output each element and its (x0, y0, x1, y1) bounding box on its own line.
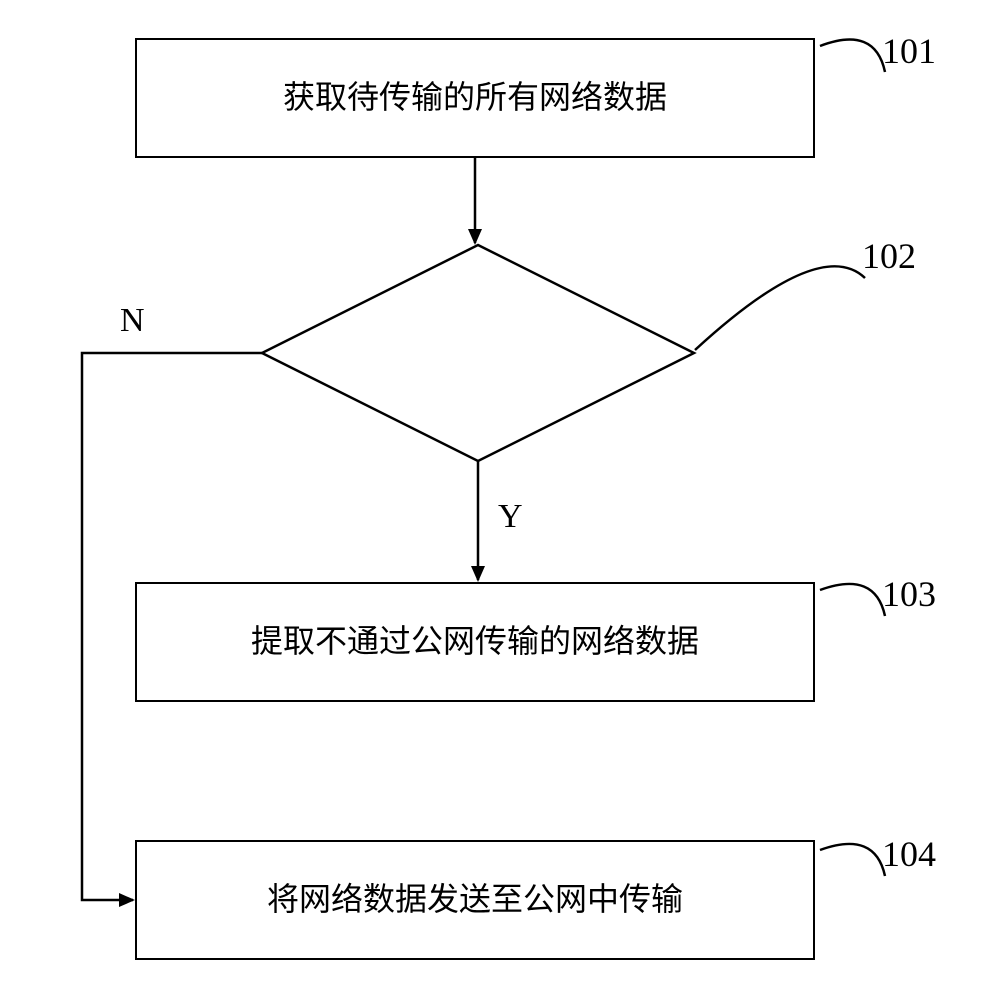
edge-label-n: N (120, 302, 145, 340)
node-103: 提取不通过公网传输的网络数据 (135, 582, 815, 702)
node-104-text: 将网络数据发送至公网中传输 (267, 879, 683, 921)
node-101-text: 获取待传输的所有网络数据 (283, 77, 667, 119)
node-101: 获取待传输的所有网络数据 (135, 38, 815, 158)
leader-104 (820, 844, 885, 876)
leader-102 (695, 266, 865, 350)
node-102-text-line2: 传输的网络数据 (366, 356, 590, 392)
node-103-text: 提取不通过公网传输的网络数据 (251, 621, 699, 663)
flowchart-canvas: 获取待传输的所有网络数据 101 包括不通过公网 传输的网络数据 102 提取不… (0, 0, 988, 1000)
edge-label-y: Y (498, 498, 523, 536)
node-104-label: 104 (882, 833, 936, 875)
node-102-text-line1: 包括不通过公网 (366, 313, 590, 349)
node-102-text: 包括不通过公网 传输的网络数据 (262, 245, 694, 461)
node-103-label: 103 (882, 573, 936, 615)
leader-101 (820, 40, 885, 72)
node-104: 将网络数据发送至公网中传输 (135, 840, 815, 960)
node-101-label: 101 (882, 30, 936, 72)
node-102-label: 102 (862, 235, 916, 277)
leader-103 (820, 584, 885, 616)
